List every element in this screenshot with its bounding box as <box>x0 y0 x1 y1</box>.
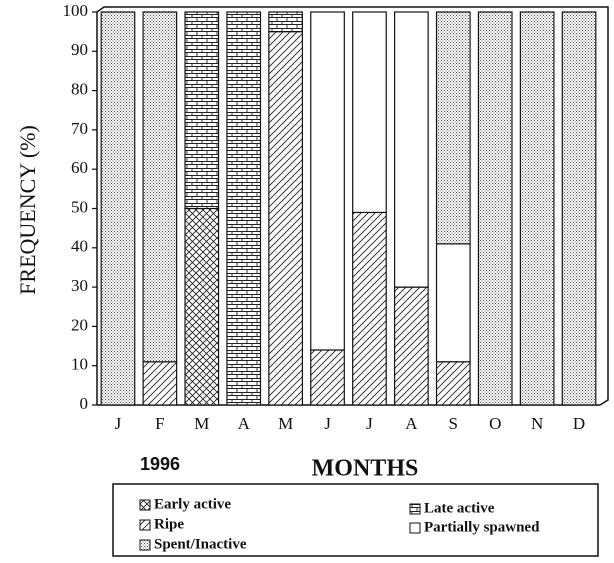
bar-segment <box>561 11 597 406</box>
x-tick-label: M <box>278 414 293 433</box>
bar-segment <box>142 361 178 406</box>
plot-frame-3d <box>96 6 609 406</box>
bar-segment <box>352 11 387 214</box>
x-tick-label: F <box>155 414 164 433</box>
bar-segment <box>435 11 471 245</box>
y-tick-label: 0 <box>80 394 89 413</box>
bar-segment <box>519 11 555 406</box>
bar-segment <box>394 11 429 288</box>
x-tick-label: N <box>531 414 543 433</box>
y-tick-label: 80 <box>71 80 88 99</box>
x-tick-label: O <box>489 414 501 433</box>
bar-segment <box>100 11 136 406</box>
legend-box <box>112 483 599 557</box>
x-tick-label: J <box>324 414 331 433</box>
bar-segment <box>310 349 345 406</box>
y-tick-label: 70 <box>71 119 88 138</box>
bar-segment <box>226 11 262 406</box>
legend-label: Ripe <box>154 516 184 532</box>
bar-segment <box>184 207 220 406</box>
bar-segment <box>310 11 345 351</box>
bar-segment <box>435 361 471 406</box>
x-tick-label: S <box>449 414 458 433</box>
legend-label: Partially spawned <box>424 519 540 535</box>
y-tick-label: 50 <box>71 197 88 216</box>
bar-segment <box>184 11 220 210</box>
legend-swatch <box>139 539 151 551</box>
bar-segment <box>394 286 429 406</box>
legend-swatch <box>139 519 151 531</box>
legend-swatch <box>409 522 421 534</box>
y-tick-label: 60 <box>71 158 88 177</box>
legend-label: Spent/Inactive <box>154 536 247 552</box>
y-tick-label: 20 <box>71 315 88 334</box>
y-tick-label: 90 <box>71 40 88 59</box>
bar-segment <box>352 211 387 406</box>
bar-segment <box>142 11 178 363</box>
y-tick-label: 40 <box>71 237 88 256</box>
bar-segment <box>435 243 471 363</box>
legend-label: Late active <box>424 500 495 516</box>
y-tick-label: 10 <box>71 355 88 374</box>
annotation: 1996 <box>140 454 180 474</box>
x-tick-label: A <box>405 414 418 433</box>
legend-swatch <box>139 499 151 511</box>
bar-segment <box>268 11 303 33</box>
x-axis-label: MONTHS <box>312 456 419 482</box>
bar-segment <box>268 31 303 406</box>
legend-label: Early active <box>154 496 231 512</box>
x-tick-label: J <box>115 414 122 433</box>
legend-swatch <box>409 503 421 515</box>
x-tick-label: J <box>366 414 373 433</box>
y-axis-label: FREQUENCY (%) <box>15 125 40 295</box>
y-tick-label: 100 <box>63 1 89 20</box>
x-tick-label: M <box>194 414 209 433</box>
bar-segment <box>477 11 513 406</box>
x-tick-label: D <box>573 414 585 433</box>
x-tick-label: A <box>238 414 251 433</box>
y-tick-label: 30 <box>71 276 88 295</box>
